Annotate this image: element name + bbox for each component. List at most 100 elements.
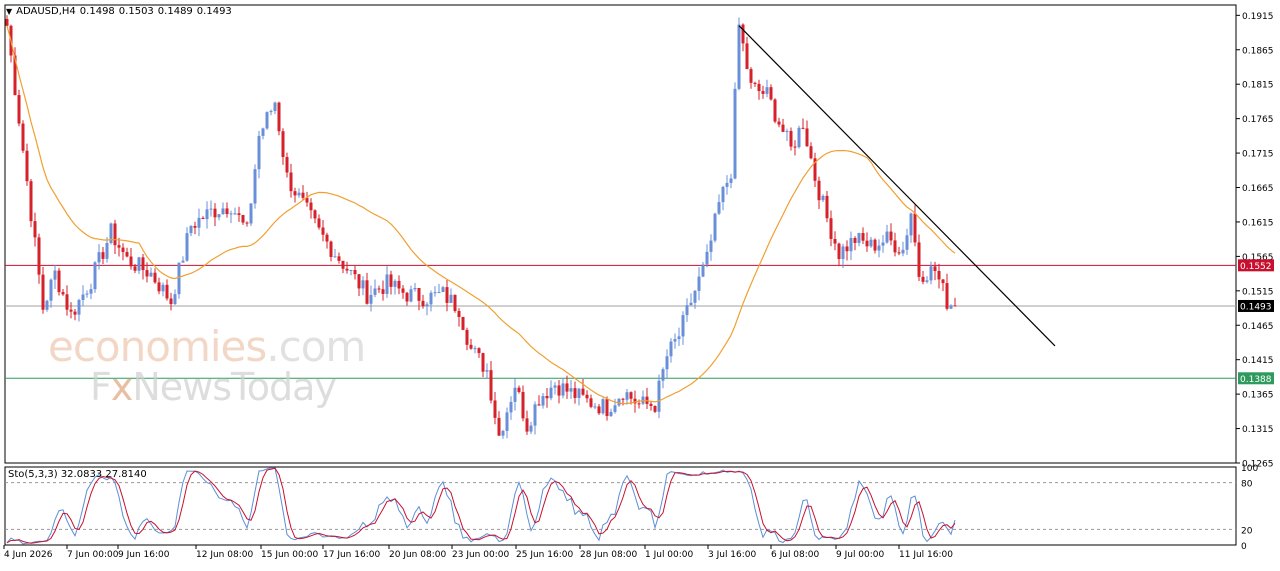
candle-body xyxy=(681,315,685,337)
candle-body xyxy=(281,131,285,158)
candle-body xyxy=(253,169,257,204)
candle-body xyxy=(73,311,77,315)
candle-body xyxy=(781,124,785,132)
candle-body xyxy=(777,121,781,125)
x-tick-label: 9 Jul 00:00 xyxy=(836,550,885,560)
candle-body xyxy=(225,208,229,215)
candle-body xyxy=(333,256,337,258)
candle-body xyxy=(17,95,21,124)
x-tick-label: 6 Jul 08:00 xyxy=(771,550,820,560)
candle-body xyxy=(605,399,609,416)
candle-body xyxy=(949,305,953,309)
candle-body xyxy=(81,294,85,300)
candle-body xyxy=(797,127,801,148)
price-pane-frame xyxy=(4,4,1237,464)
candle-body xyxy=(713,213,717,241)
candle-body xyxy=(865,240,869,247)
candle-body xyxy=(157,282,161,292)
y-tick-label: 0.1465 xyxy=(1242,322,1274,332)
candle-body xyxy=(569,388,573,392)
candle-body xyxy=(653,405,657,412)
candle-body xyxy=(861,233,865,241)
candle-body xyxy=(585,394,589,399)
candle-body xyxy=(917,242,921,277)
y-tick-label: 0.1815 xyxy=(1242,81,1274,91)
candle-body xyxy=(181,260,185,263)
candle-body xyxy=(397,280,401,289)
candle-body xyxy=(153,272,157,283)
candle-body xyxy=(693,290,697,303)
candle-body xyxy=(509,401,513,413)
candle-body xyxy=(881,242,885,246)
candle-body xyxy=(953,305,957,307)
candle-body xyxy=(433,292,437,294)
y-tick-label: 0.1515 xyxy=(1242,287,1274,297)
candle-body xyxy=(561,383,565,396)
candle-body xyxy=(897,252,901,254)
candle-body xyxy=(45,300,49,310)
x-tick-label: 15 Jun 00:00 xyxy=(261,550,318,560)
candle-body xyxy=(845,246,849,252)
candle-body xyxy=(289,172,293,192)
candle-body xyxy=(813,158,817,181)
candle-body xyxy=(493,400,497,418)
current-price-tag xyxy=(1238,299,1274,312)
candle-body xyxy=(49,279,53,301)
y-tick-label: 0.1615 xyxy=(1242,218,1274,228)
moving-average-line xyxy=(6,25,956,405)
candle-body xyxy=(617,398,621,406)
candle-body xyxy=(197,217,201,228)
symbol-label: ADAUSD,H4 xyxy=(16,6,76,17)
stochastic-axis-label: 20 xyxy=(1241,526,1253,536)
candle-body xyxy=(945,283,949,309)
candle-body xyxy=(849,237,853,252)
candle-body xyxy=(161,284,165,292)
close-value: 0.1493 xyxy=(196,6,232,17)
y-tick-label: 0.1915 xyxy=(1242,12,1274,22)
candle-body xyxy=(905,235,909,250)
candle-body xyxy=(377,288,381,290)
candle-body xyxy=(89,289,93,294)
candle-body xyxy=(705,251,709,265)
candle-body xyxy=(809,146,813,159)
x-tick-label: 1 Jul 00:00 xyxy=(645,550,694,560)
candle-body xyxy=(637,403,641,405)
candle-body xyxy=(565,383,569,392)
candle-body xyxy=(217,214,221,218)
candle-body xyxy=(545,395,549,399)
candle-body xyxy=(573,388,577,398)
candle-body xyxy=(13,55,17,96)
candle-body xyxy=(933,266,937,272)
candle-body xyxy=(461,316,465,330)
candle-body xyxy=(853,237,857,243)
candle-body xyxy=(37,237,41,275)
candle-body xyxy=(661,369,665,381)
candle-body xyxy=(629,392,633,399)
candle-body xyxy=(193,225,197,228)
candle-body xyxy=(425,304,429,307)
candle-body xyxy=(941,279,945,284)
candle-body xyxy=(497,417,501,436)
candle-body xyxy=(773,99,777,122)
candle-body xyxy=(261,128,265,136)
candle-body xyxy=(185,233,189,261)
y-tick-label: 0.1865 xyxy=(1242,46,1274,56)
candle-body xyxy=(93,262,97,290)
y-tick-label: 0.1365 xyxy=(1242,391,1274,401)
candle-body xyxy=(697,276,701,291)
candle-body xyxy=(61,292,65,295)
candle-body xyxy=(477,348,481,354)
candle-body xyxy=(313,210,317,219)
candle-body xyxy=(57,270,61,293)
candle-body xyxy=(437,292,441,294)
candle-body xyxy=(929,266,933,281)
candle-body xyxy=(309,202,313,211)
candle-body xyxy=(753,82,757,84)
x-tick-label: 11 Jul 16:00 xyxy=(899,550,953,560)
x-tick-label: 25 Jun 16:00 xyxy=(516,550,573,560)
candle-body xyxy=(373,288,377,295)
candle-body xyxy=(501,430,505,436)
collapse-triangle-icon[interactable]: ▼ xyxy=(6,7,13,16)
candle-body xyxy=(421,300,425,307)
